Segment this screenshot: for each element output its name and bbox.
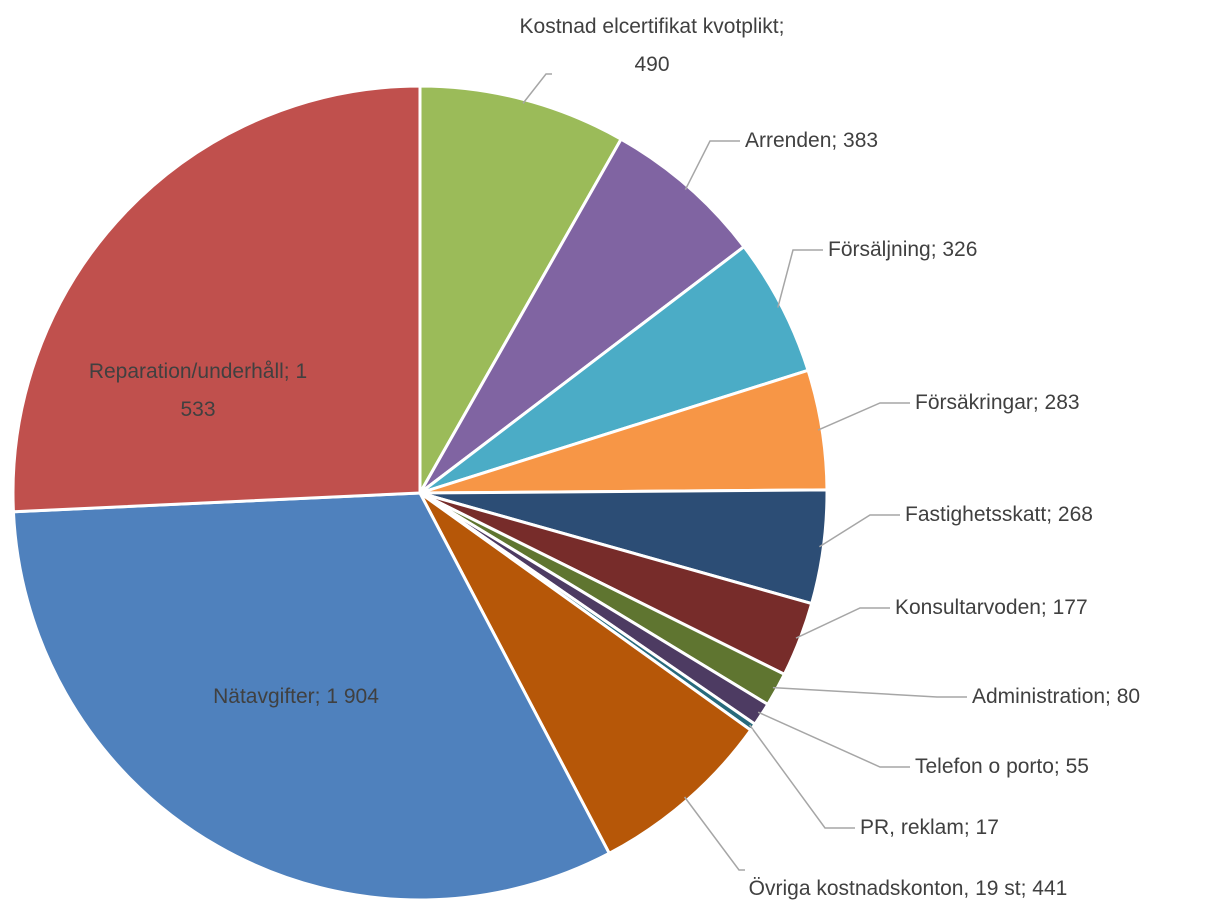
data-label: Reparation/underhåll; 1 533 — [88, 360, 308, 421]
data-label: Arrenden; 383 — [745, 129, 879, 152]
leader-line — [684, 140, 740, 191]
pie-slice — [11, 491, 612, 902]
pie-slice — [419, 244, 810, 495]
leader-line — [749, 724, 855, 829]
data-label: Fastighetsskatt; 268 — [905, 503, 1093, 526]
data-label: Telefon o porto; 55 — [915, 755, 1089, 778]
leader-line — [522, 73, 552, 104]
pie-slice — [418, 137, 747, 495]
data-label: Nätavgifter; 1 904 — [213, 685, 379, 708]
leader-line — [795, 607, 890, 639]
leader-line — [819, 514, 900, 548]
pie-slice — [11, 84, 422, 514]
data-label: Försäkringar; 283 — [915, 391, 1080, 414]
data-label: Konsultarvoden; 177 — [895, 596, 1088, 619]
leader-line — [817, 402, 910, 431]
data-label: PR, reklam; 17 — [860, 816, 999, 839]
data-label: Försäljning; 326 — [828, 238, 978, 261]
data-label: Administration; 80 — [972, 685, 1141, 708]
pie-slice — [418, 84, 624, 499]
leader-line — [777, 249, 823, 308]
leader-line — [757, 711, 910, 768]
data-label: Kostnad elcertifikat kvotplikt; 490 — [519, 15, 785, 76]
data-label: Övriga kostnadskonton, 19 st; 441 — [748, 877, 1068, 900]
leader-line — [772, 686, 967, 698]
leader-line — [683, 796, 745, 871]
